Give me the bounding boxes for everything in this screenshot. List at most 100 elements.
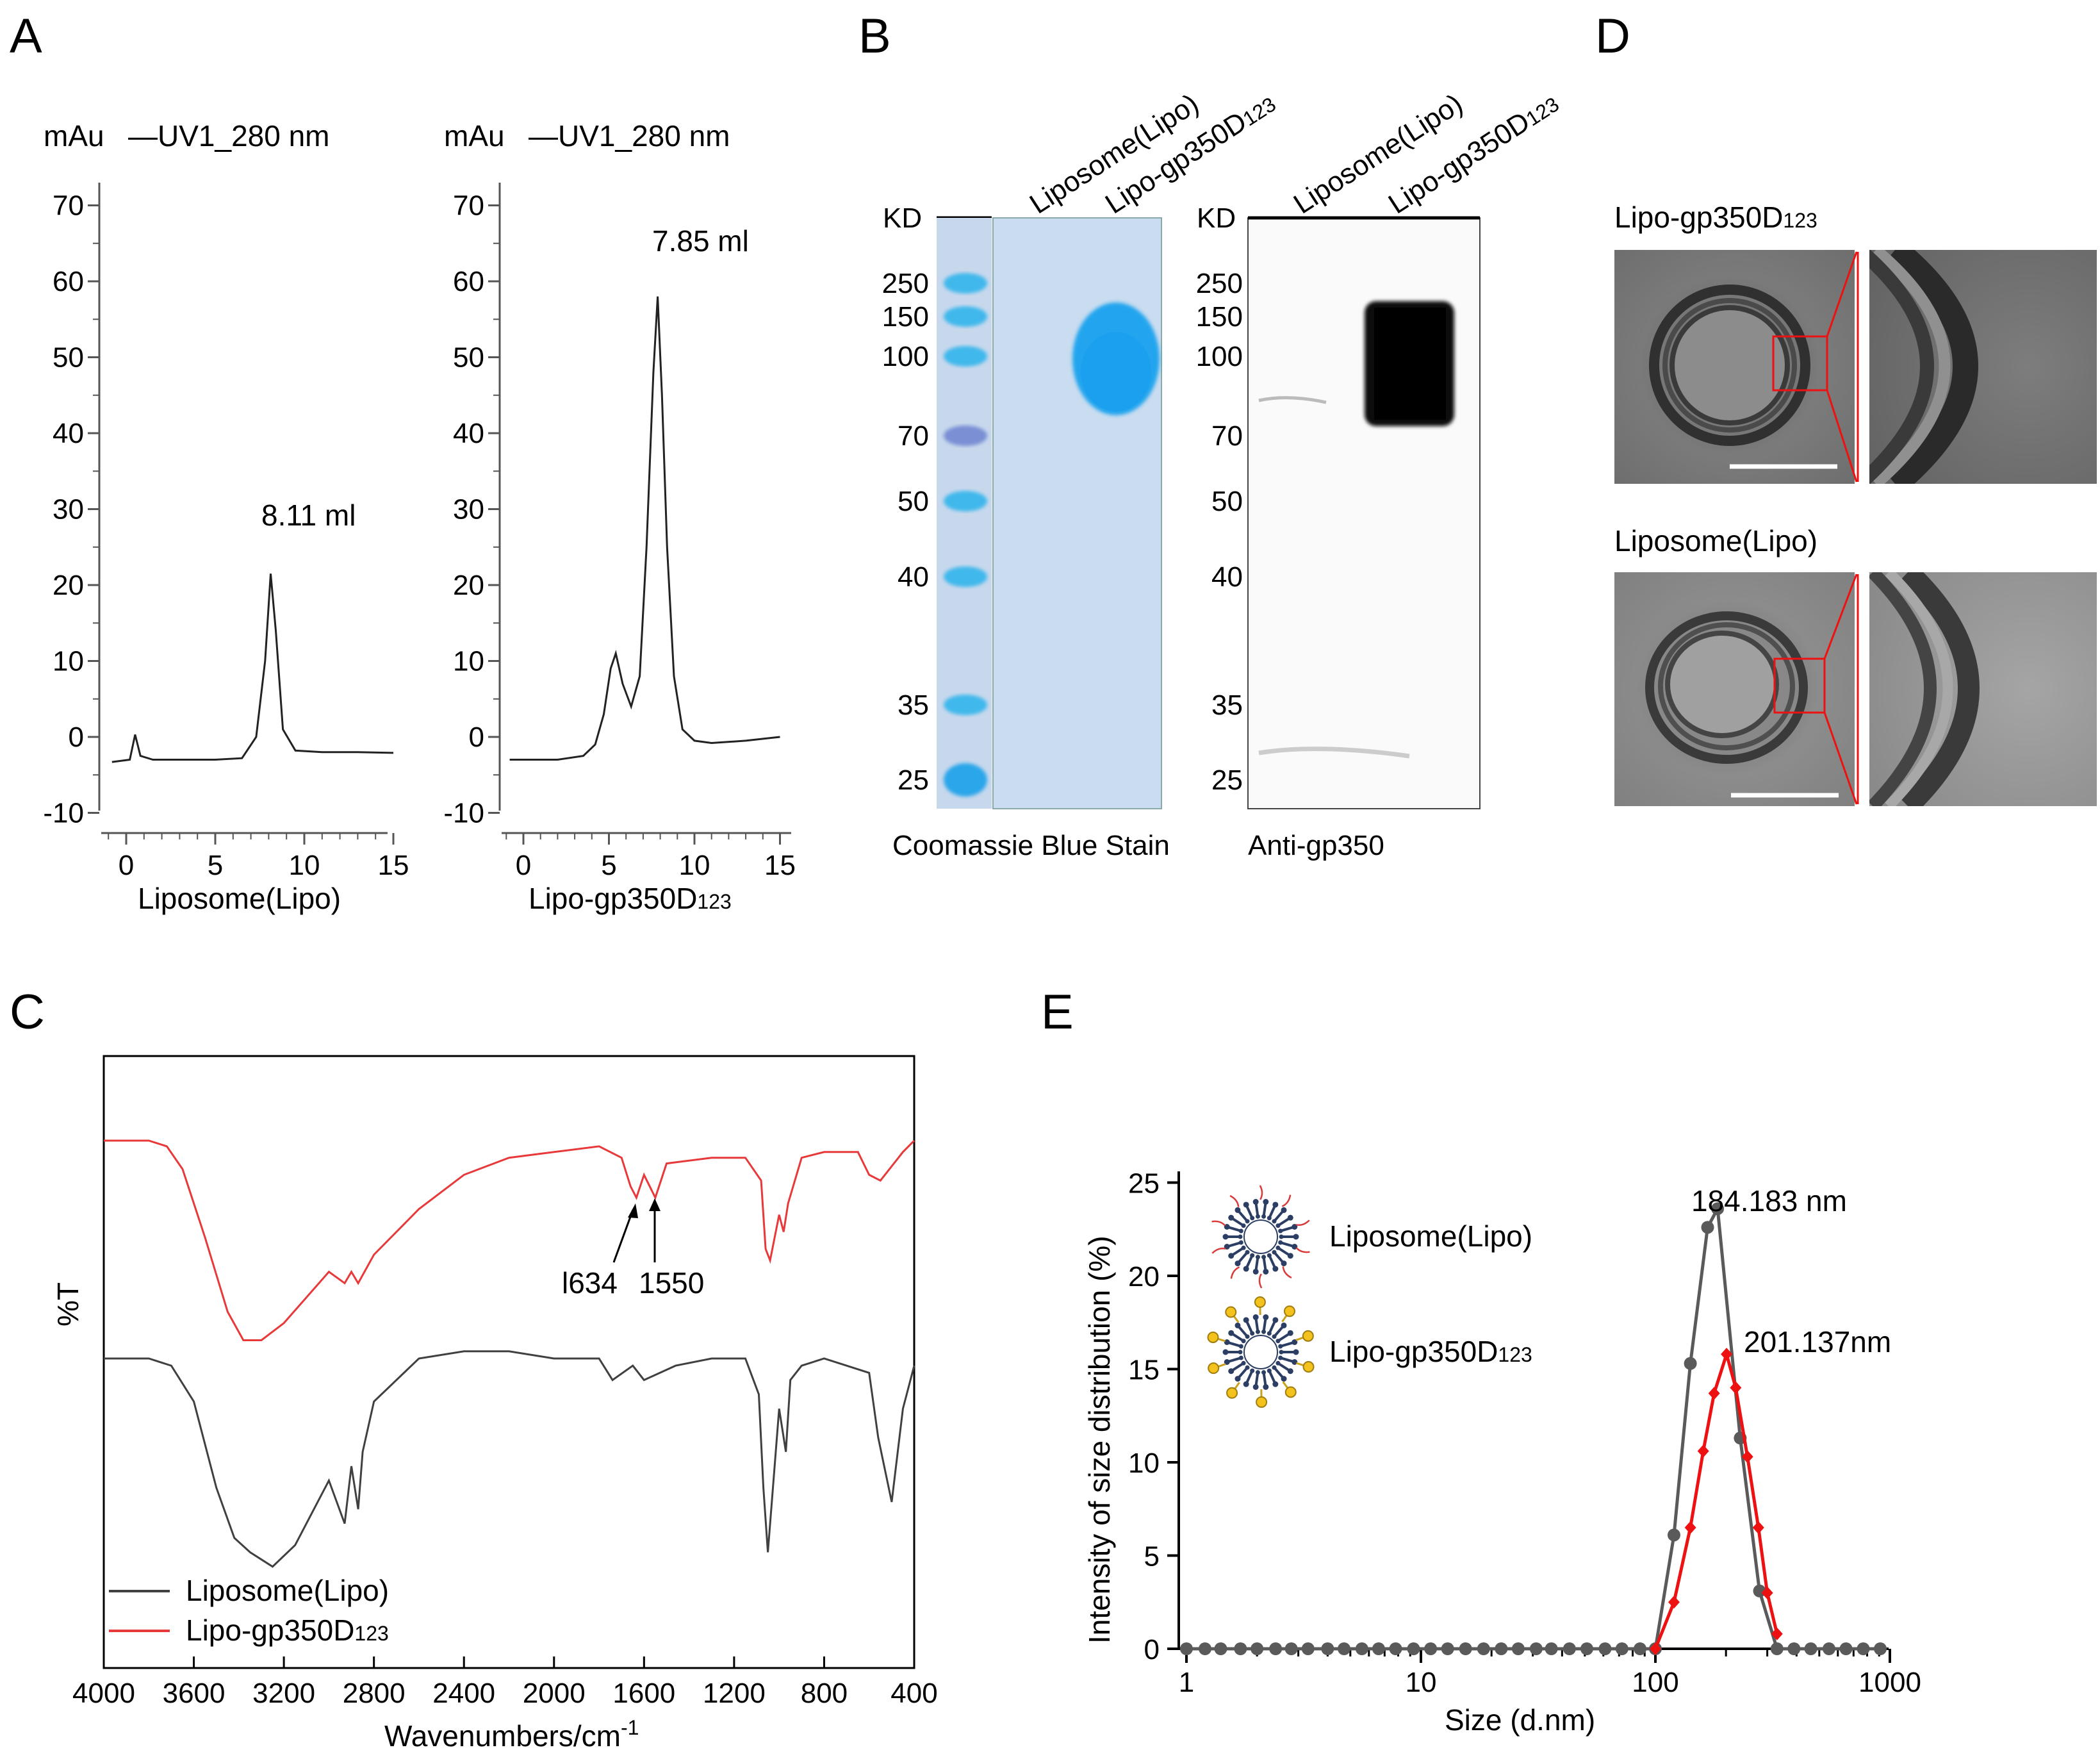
annotation-1634: l634	[562, 1266, 618, 1300]
lipid-head-inner	[1267, 1368, 1272, 1373]
annotation-1550: 1550	[639, 1266, 704, 1300]
y-tick-label: 20	[1128, 1261, 1160, 1292]
lipid-head	[1287, 1330, 1293, 1336]
lipid-head-inner	[1276, 1360, 1281, 1366]
unit-label: mAu	[44, 119, 104, 153]
lipid-head	[1281, 1322, 1287, 1328]
x-tick-label: 1000	[1858, 1667, 1921, 1698]
data-point-lipo	[1214, 1642, 1227, 1655]
panel-letter-e: E	[1041, 985, 1074, 1039]
zoom-connector	[1826, 390, 1858, 483]
lipid-head-inner	[1272, 1250, 1277, 1255]
x-tick-label: 2400	[432, 1678, 495, 1709]
lipid-head-inner	[1238, 1228, 1243, 1234]
marker-label-right: 35	[1211, 690, 1243, 721]
lipid-head	[1235, 1260, 1241, 1267]
data-point-gp	[1752, 1521, 1764, 1534]
lipid-head-inner	[1238, 1240, 1243, 1245]
lipid-head	[1287, 1368, 1293, 1375]
data-point-lipo	[1634, 1642, 1647, 1655]
protein-particle	[1254, 1296, 1266, 1309]
protein-particle	[1302, 1361, 1315, 1373]
lipid-head	[1235, 1376, 1241, 1382]
peg-chain	[1295, 1247, 1310, 1253]
lane-label-lipo-wb: Liposome(Lipo)	[1288, 88, 1468, 220]
ladder-band	[944, 695, 987, 715]
y-tick-label: 15	[1128, 1355, 1160, 1386]
ladder-band	[944, 273, 987, 293]
lipid-head-inner	[1238, 1355, 1243, 1360]
chromatogram-left: mAu —UV1_280 nm 70 60 50 40 30 20 10 0 -10 0 5 10 1…	[43, 119, 409, 915]
protein-band-core	[1081, 332, 1151, 411]
marker-label-right: 100	[1196, 341, 1243, 372]
marker-label-right: 250	[1196, 268, 1243, 299]
marker-label-left: 25	[898, 764, 929, 796]
lipid-head-inner	[1272, 1334, 1277, 1339]
data-point-gp	[1650, 1642, 1661, 1655]
zoom-membrane-light	[1872, 250, 1951, 484]
data-point-lipo	[1269, 1642, 1283, 1655]
lipid-head-inner	[1278, 1240, 1283, 1245]
x-tick-label: 400	[890, 1678, 937, 1709]
y-tick-label: 20	[453, 570, 484, 601]
peak-label-gp: 201.137nm	[1744, 1325, 1891, 1358]
ftir-chart: 4000 3600 3200 2800 2400 2000 1600 1200 800 400 l…	[51, 1055, 938, 1753]
x-tick-label: 1200	[703, 1678, 766, 1709]
y-tick-label: 70	[453, 190, 484, 222]
lipid-head-inner	[1255, 1255, 1260, 1260]
data-point-gp	[1761, 1586, 1773, 1599]
y-tick-label: 20	[53, 570, 84, 601]
ladder-band	[944, 566, 987, 587]
vesicle-ring	[1658, 622, 1795, 750]
x-tick-label: 1	[1179, 1667, 1194, 1698]
peak-label: 7.85 ml	[652, 224, 749, 258]
zoom-box	[1773, 657, 1826, 714]
y-tick-label: 40	[453, 418, 484, 449]
data-point-lipo	[1441, 1642, 1454, 1655]
data-point-lipo	[1563, 1642, 1576, 1655]
tem-image-top	[1614, 250, 1855, 484]
lipid-head	[1263, 1314, 1269, 1321]
y-tick-label: 0	[69, 722, 84, 753]
legend-label-lipo: Liposome(Lipo)	[186, 1574, 389, 1607]
zoom-membrane-outer	[1887, 250, 1978, 484]
x-tick-label: 10	[1406, 1667, 1437, 1698]
protein-particle	[1302, 1330, 1314, 1342]
lipid-head	[1281, 1207, 1287, 1213]
tem-label-top-sub: 123	[1783, 209, 1817, 232]
annotation-arrowhead-1634	[628, 1203, 638, 1218]
legend-label-lipo: Liposome(Lipo)	[1329, 1219, 1532, 1253]
lipid-head-inner	[1238, 1234, 1243, 1239]
y-tick-label: -10	[43, 798, 84, 829]
x-tick-label: 10	[679, 850, 710, 881]
annotation-arrowhead-1550	[649, 1198, 660, 1211]
liposome-core	[1243, 1219, 1278, 1254]
vesicle-ring	[1662, 298, 1797, 433]
protein-particle	[1225, 1306, 1237, 1318]
data-point-lipo	[1495, 1642, 1508, 1655]
y-tick-label: -10	[443, 798, 484, 829]
zoom-membrane-inner	[1869, 250, 1934, 484]
peak-label-lipo: 184.183 nm	[1691, 1184, 1847, 1218]
peg-chain	[1282, 1266, 1292, 1279]
lipid-head	[1224, 1358, 1230, 1365]
y-tick-label: 30	[453, 494, 484, 525]
ladder-band	[944, 763, 987, 797]
x-tick-label: 3600	[163, 1678, 226, 1709]
lipid-head-inner	[1250, 1368, 1255, 1373]
lipid-head-inner	[1238, 1344, 1243, 1349]
annotation-arrow-1634	[612, 1209, 634, 1263]
ladder-band	[944, 425, 987, 446]
panel-letter-a: A	[10, 9, 42, 63]
lipid-head	[1252, 1314, 1259, 1321]
x-tick-label: 800	[801, 1678, 848, 1709]
data-point-lipo	[1459, 1642, 1472, 1655]
x-tick-label: 10	[289, 850, 320, 881]
x-axis-title-sup: -1	[621, 1716, 639, 1739]
data-point-lipo	[1355, 1642, 1368, 1655]
protein-particle	[1208, 1362, 1220, 1375]
legend-label: —UV1_280 nm	[128, 119, 330, 153]
marker-label-right: 50	[1211, 486, 1243, 517]
x-tick-label: 5	[208, 850, 223, 881]
marker-label-left: 70	[898, 420, 929, 452]
